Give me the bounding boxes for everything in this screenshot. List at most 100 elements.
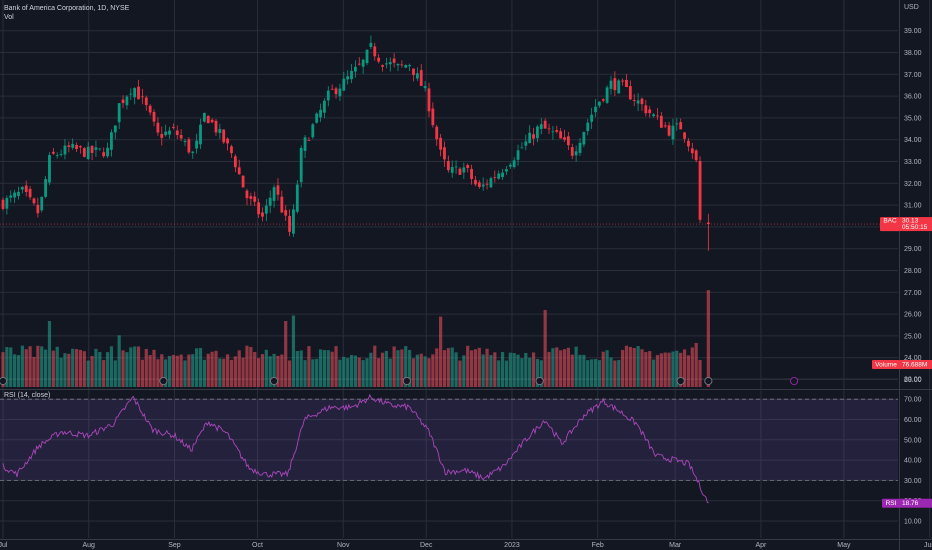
volume-bar xyxy=(109,346,114,387)
candle-body xyxy=(384,63,388,65)
price-tick-label: 26.00 xyxy=(904,312,922,319)
candle-body xyxy=(470,168,473,179)
candle-body xyxy=(237,167,241,175)
candle-body xyxy=(528,132,532,144)
volume-bar xyxy=(380,352,385,387)
time-tick-label: 2023 xyxy=(504,542,520,549)
candle-body xyxy=(156,122,160,133)
candle-body xyxy=(512,160,516,168)
candle-body xyxy=(667,125,671,136)
volume-bar xyxy=(307,346,311,387)
candle-body xyxy=(272,187,276,201)
volume-bar xyxy=(675,350,679,387)
volume-bar xyxy=(82,351,86,387)
candle-body xyxy=(644,105,648,114)
price-tick-label: 37.00 xyxy=(904,72,922,79)
candle-body xyxy=(551,131,555,133)
candle-body xyxy=(36,204,40,214)
volume-bar xyxy=(570,354,574,387)
dividend-marker-icon xyxy=(704,376,713,386)
volume-bar xyxy=(191,354,195,387)
volume-bar xyxy=(167,355,172,387)
volume-bar xyxy=(299,350,303,387)
volume-bar xyxy=(1,352,5,387)
volume-bar xyxy=(539,360,543,387)
volume-bar xyxy=(280,354,284,387)
volume-bar xyxy=(566,347,570,387)
volume-bar xyxy=(349,354,354,387)
volume-bar xyxy=(559,350,563,387)
volume-bar xyxy=(222,358,226,387)
volume-bar xyxy=(113,360,117,387)
volume-bar xyxy=(423,356,427,387)
candle-body xyxy=(659,115,663,128)
volume-bar xyxy=(183,360,187,387)
volume-bar xyxy=(396,350,400,387)
candle-body xyxy=(90,145,94,153)
candle-body xyxy=(396,63,400,66)
volume-bar xyxy=(516,354,520,387)
volume-bar xyxy=(326,350,330,387)
candle-body xyxy=(477,182,481,187)
volume-bar xyxy=(164,359,168,387)
candle-body xyxy=(485,183,489,185)
volume-bar xyxy=(346,358,350,387)
volume-bar xyxy=(706,290,710,387)
candle-body xyxy=(288,216,291,232)
candle-body xyxy=(334,88,338,95)
volume-bar xyxy=(392,346,396,387)
candle-body xyxy=(346,76,350,80)
candle-body xyxy=(199,124,202,145)
volume-bar xyxy=(377,358,381,387)
volume-bar xyxy=(229,359,234,387)
volume-bar xyxy=(667,352,671,387)
volume-bar xyxy=(43,349,48,387)
volume-bar xyxy=(578,354,582,387)
candle-body xyxy=(40,196,44,211)
candle-body xyxy=(613,78,617,91)
candle-body xyxy=(481,184,485,187)
candle-body xyxy=(605,87,609,103)
time-tick-label: Oct xyxy=(252,542,263,549)
candle-body xyxy=(179,134,183,139)
candle-body xyxy=(257,202,260,215)
volume-bar xyxy=(500,351,505,387)
volume-bar xyxy=(86,360,90,387)
candle-body xyxy=(284,210,288,216)
volume-bar xyxy=(632,347,636,387)
volume-bar xyxy=(361,360,365,387)
time-tick-label: Sep xyxy=(168,542,181,549)
time-tick-label: Feb xyxy=(592,542,604,549)
volume-bar xyxy=(226,354,230,387)
volume-bar xyxy=(419,353,423,387)
candle-body xyxy=(280,196,284,213)
candle-body xyxy=(5,197,9,209)
volume-bar xyxy=(318,349,323,387)
volume-bar xyxy=(125,352,129,387)
volume-bar xyxy=(47,321,52,387)
candle-body xyxy=(175,130,179,136)
candle-body xyxy=(230,146,233,154)
volume-bar xyxy=(586,360,590,387)
candle-body xyxy=(524,141,528,146)
volume-bar xyxy=(32,356,36,387)
candle-body xyxy=(648,109,652,114)
chart-legend: Bank of America Corporation, 1D, NYSE Vo… xyxy=(4,4,129,22)
volume-bar xyxy=(268,356,272,387)
volume-bar xyxy=(171,354,175,387)
candle-body xyxy=(570,147,574,156)
volume-bar xyxy=(477,347,481,387)
volume-bar xyxy=(179,354,183,387)
price-tick-label: 34.00 xyxy=(904,137,922,144)
candle-body xyxy=(435,126,439,140)
candle-body xyxy=(113,125,117,133)
volume-bar xyxy=(384,350,388,387)
volume-bar xyxy=(582,354,586,387)
price-badge-countdown: 05:50:15 xyxy=(902,224,928,231)
rsi-badge-value: 18.76 xyxy=(902,500,919,507)
volume-bar xyxy=(5,347,9,387)
candle-body xyxy=(249,196,253,199)
candle-body xyxy=(222,129,226,143)
